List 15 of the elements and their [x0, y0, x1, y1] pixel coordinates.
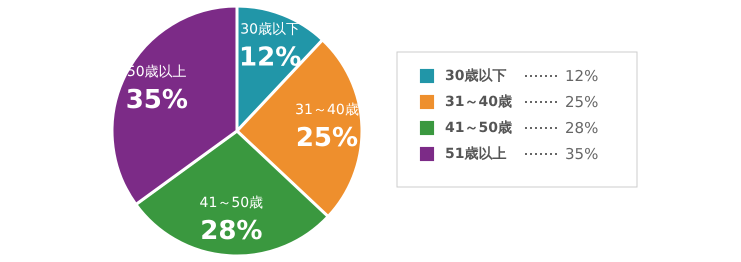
text: 31～40歳 [295, 102, 359, 118]
text: 12% [565, 67, 598, 85]
legend-label: 30歳以下 [445, 68, 506, 84]
legend-label: 51歳以上 [445, 146, 506, 162]
text: 28% [565, 119, 598, 137]
text: 35% [565, 145, 598, 163]
data-label: 12% [239, 42, 302, 72]
data-label: 35% [126, 85, 188, 116]
text: 30歳以下 [240, 21, 300, 38]
data-label: 28% [200, 216, 262, 246]
data-label: 25% [296, 123, 358, 154]
legend-label: 31～40歳 [445, 94, 512, 110]
text: 25% [565, 93, 598, 111]
legend-label: 41～50歳 [445, 120, 512, 136]
text: 41～50歳 [200, 194, 264, 211]
